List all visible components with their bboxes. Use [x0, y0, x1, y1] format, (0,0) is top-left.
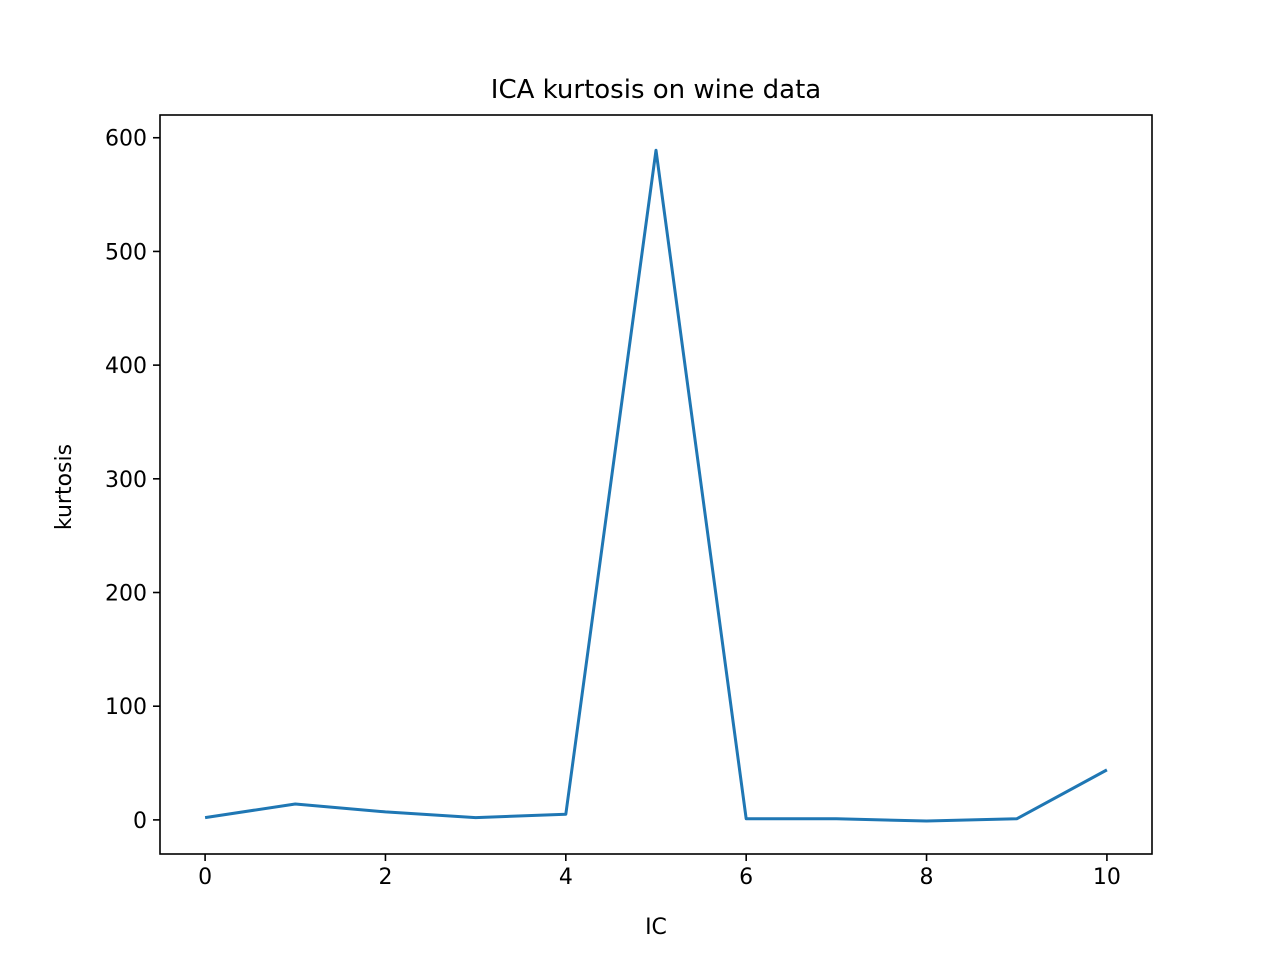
y-tick-label: 0	[133, 809, 147, 834]
y-tick-label: 600	[105, 127, 147, 152]
series-line-0	[204, 148, 1108, 823]
y-tick-label: 200	[105, 582, 147, 607]
axes-frame	[159, 114, 1153, 855]
x-tick-label: 6	[739, 865, 753, 890]
x-tick-label: 0	[198, 865, 212, 890]
x-tick-label: 2	[378, 865, 392, 890]
x-tick-label: 10	[1093, 865, 1121, 890]
x-tick-label: 8	[920, 865, 934, 890]
y-tick-label: 300	[105, 468, 147, 493]
y-axis-label: kurtosis	[52, 444, 77, 530]
y-tick-label: 400	[105, 354, 147, 379]
chart-title: ICA kurtosis on wine data	[491, 75, 821, 105]
y-tick-label: 500	[105, 240, 147, 265]
y-tick-label: 100	[105, 695, 147, 720]
x-tick-label: 4	[559, 865, 573, 890]
x-axis-label: IC	[645, 915, 667, 940]
